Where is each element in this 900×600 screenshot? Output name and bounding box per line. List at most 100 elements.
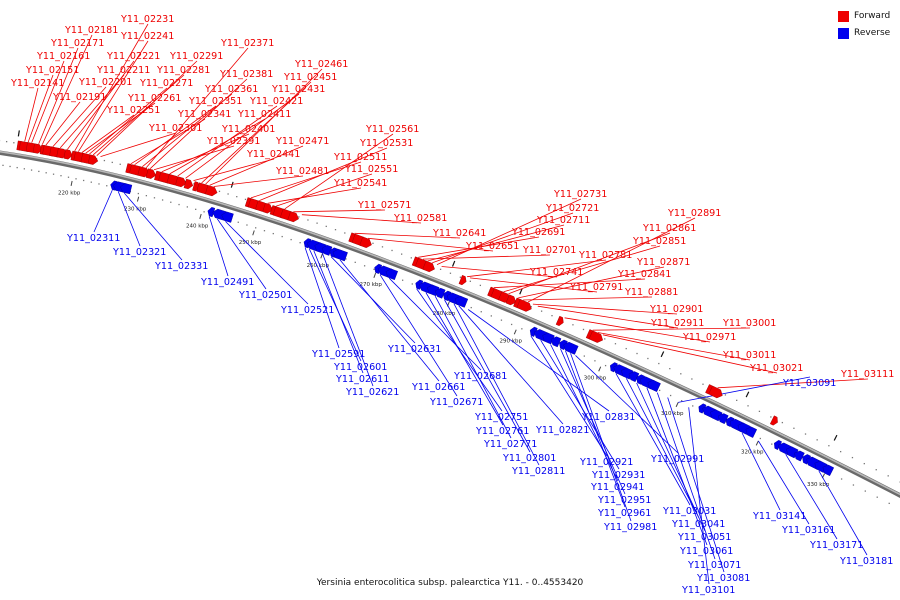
forward-gene-label: Y11_02531 [359,138,413,149]
minor-tick [521,328,523,330]
reverse-gene-label: Y11_02601 [333,362,387,373]
forward-gene-label: Y11_02171 [50,38,104,49]
legend-forward: Forward [838,9,890,23]
leader-line [208,216,229,277]
reverse-gene-arrow [385,268,399,281]
gene-labels: Y11_02141Y11_02151Y11_02161Y11_02171Y11_… [10,14,894,596]
forward-gene-arrow [63,149,73,160]
major-tick [136,196,140,202]
minor-tick [237,221,239,223]
leader-line [532,303,678,315]
minor-tick [702,383,704,385]
reverse-gene-label: Y11_03091 [782,378,836,389]
major-tick [199,213,202,219]
reverse-gene-arrow [332,248,348,262]
leader-line [434,296,512,439]
reverse-gene-arrow [550,336,562,348]
leader-line [717,378,869,389]
minor-tick [244,198,247,201]
scale-tick-label: 260 kbp [307,263,330,269]
leader-line [432,212,574,264]
major-tick [675,402,679,408]
leader-line [81,114,135,153]
minor-tick [82,179,85,182]
minor-tick [736,399,738,401]
minor-tick [875,469,877,471]
minor-tick [459,276,462,278]
minor-tick [636,352,638,355]
leader-line [93,189,113,233]
forward-gene-label: Y11_02341 [177,109,231,120]
major-tick [252,230,255,236]
minor-tick [583,355,585,357]
leader-line [304,247,340,349]
reverse-gene-label: Y11_02951 [597,495,651,506]
feature-marker [660,351,665,358]
reverse-gene-label: Y11_02751 [474,412,528,423]
forward-gene-label: Y11_03021 [749,363,803,374]
leader-line [646,387,708,546]
minor-tick [625,347,627,350]
minor-tick [400,253,403,255]
forward-gene-label: Y11_02711 [536,215,590,226]
leader-line [570,353,632,522]
reverse-gene-label: Y11_02991 [650,454,704,465]
minor-tick [604,338,606,340]
feature-marker [745,391,750,398]
minor-tick [381,246,384,248]
leader-line [625,378,700,519]
reverse-gene-arrow [559,339,568,350]
reverse-gene-label: Y11_02631 [387,344,441,355]
minor-tick [758,410,761,413]
scale-tick-label: 270 kbp [359,282,382,288]
reverse-gene-label: Y11_02831 [581,412,635,423]
minor-tick [876,496,878,498]
forward-gene-arrow [769,415,778,426]
forward-gene-label: Y11_02271 [139,78,193,89]
leader-line [92,74,185,156]
minor-tick [45,172,47,174]
forward-gene-label: Y11_02381 [219,69,273,80]
minor-tick [2,164,4,167]
minor-tick [363,265,366,267]
forward-gene-label: Y11_02291 [169,51,223,62]
reverse-gene-arrow [563,341,579,355]
minor-tick [5,140,8,143]
forward-gene-label: Y11_02721 [545,203,599,214]
leader-line [458,305,564,425]
leader-line [177,105,278,177]
leader-line [467,259,607,278]
reverse-gene-label: Y11_02591 [311,349,365,360]
forward-gene-label: Y11_02371 [220,38,274,49]
forward-gene-label: Y11_02851 [632,236,686,247]
reverse-gene-label: Y11_03031 [662,506,716,517]
minor-tick [669,367,671,370]
minor-tick [186,206,188,208]
forward-gene-label: Y11_02151 [25,65,79,76]
forward-gene-label: Y11_02651 [465,241,519,252]
minor-tick [582,328,585,331]
minor-tick [298,216,300,218]
leader-line [149,78,248,169]
minor-tick [170,201,172,203]
forward-gene-label: Y11_02571 [357,200,411,211]
leader-line [293,209,386,213]
reverse-gene-label: Y11_02681 [453,371,507,382]
scale-tick-label: 220 kbp [58,191,81,197]
minor-tick [839,450,842,453]
minor-tick [145,194,148,197]
forward-gene-label: Y11_02401 [221,124,275,135]
minor-tick [60,175,62,177]
minor-tick [828,445,830,447]
legend-forward-label: Forward [854,11,891,21]
forward-gene-arrow [422,260,435,273]
minor-tick [227,193,229,195]
reverse-gene-label: Y11_02961 [597,508,651,519]
forward-gene-label: Y11_02511 [333,152,387,163]
minor-tick [647,357,649,360]
leader-line [89,87,168,155]
leader-line [503,245,661,293]
forward-gene-label: Y11_02741 [529,267,583,278]
forward-gene-label: Y11_02281 [156,65,210,76]
leader-line [100,132,177,157]
